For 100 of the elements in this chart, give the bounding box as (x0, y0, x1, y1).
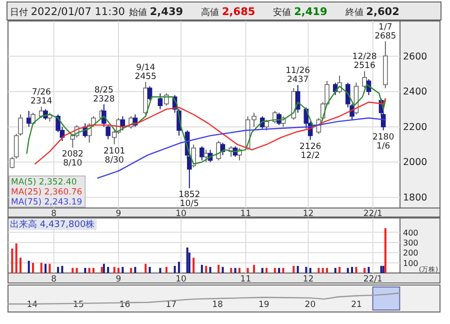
bar (384, 228, 386, 273)
bar (165, 266, 168, 273)
bar (282, 268, 284, 273)
bar (159, 268, 162, 273)
bar (278, 268, 280, 273)
bar (100, 266, 103, 273)
annotation: 1/7 2685 (374, 22, 396, 42)
x-tick-label: 12 (302, 209, 314, 219)
bar (230, 268, 232, 273)
text: 安値 2,419 (273, 6, 328, 18)
x-tick-label: 9 (116, 209, 122, 219)
text: 始値 2,439 (129, 6, 184, 18)
annotation: 8/25 2328 (93, 85, 115, 104)
bar (368, 266, 370, 273)
annotation: 2126 12/2 (300, 142, 322, 161)
text: 日付 2022/01/07 11:30 (10, 6, 125, 18)
bar (174, 266, 176, 273)
bar (309, 268, 312, 273)
y-tick-label: 2200 (403, 122, 428, 133)
bar (148, 266, 151, 273)
text: 高値 2,685 (201, 6, 256, 18)
bar (122, 266, 124, 273)
bar (144, 264, 147, 273)
x-tick-label: 12 (302, 274, 314, 284)
bar (238, 268, 240, 273)
annotation: 2101 8/30 (104, 146, 126, 166)
bar (40, 262, 42, 273)
annotation: 9/14 2455 (134, 62, 156, 82)
bar (15, 243, 18, 273)
bar (48, 264, 51, 273)
bar (28, 260, 30, 273)
bar (186, 248, 188, 273)
bar (296, 266, 299, 273)
bar (134, 266, 136, 273)
x-tick-label: 18 (212, 300, 223, 310)
candlestick (200, 146, 204, 161)
bar (338, 266, 341, 273)
y-tick-label: 2400 (403, 86, 428, 98)
bar (178, 262, 180, 273)
bar (192, 258, 195, 273)
bar (44, 264, 47, 273)
bar (274, 268, 276, 273)
x-tick-label: 22/1 (363, 274, 382, 284)
x-tick-label: 11 (240, 274, 252, 284)
bar (118, 268, 120, 273)
bar (72, 268, 74, 273)
x-tick-label: 20 (304, 300, 316, 310)
x-tick-label: 22/1 (363, 209, 382, 219)
x-tick-label: 9 (116, 274, 122, 284)
y-tick-label: 100 (403, 258, 418, 268)
y-tick-label: 300 (403, 238, 418, 248)
bar (253, 264, 256, 273)
bar (380, 266, 382, 273)
x-tick-label: 10 (176, 209, 186, 219)
x-tick-label: 11 (240, 209, 252, 219)
bar (88, 268, 90, 273)
bar (364, 268, 366, 273)
bar (20, 258, 22, 273)
candlestick (264, 119, 269, 131)
bar (222, 266, 224, 273)
bar (92, 268, 94, 273)
bar (61, 266, 64, 273)
bar (322, 268, 324, 273)
text: MA(25) 2,360.76 (11, 188, 82, 198)
bar (76, 268, 78, 273)
bar (261, 268, 264, 273)
bar (305, 266, 308, 273)
bar (57, 266, 60, 273)
bar (200, 264, 203, 273)
bar (318, 268, 320, 273)
annotation: 2082 8/10 (62, 150, 84, 169)
candlestick (216, 140, 221, 161)
annotation: 11/26 2437 (286, 66, 310, 86)
annotation: 7/26 2314 (30, 88, 52, 107)
bar (209, 266, 212, 273)
x-tick-label: 8 (51, 209, 57, 219)
bar (246, 268, 249, 273)
y-tick-label: 1800 (403, 192, 428, 204)
text: MA(5) 2,352.40 (11, 178, 77, 188)
bar (351, 266, 354, 273)
annotation: 12/28 2516 (352, 52, 377, 72)
bar (234, 268, 236, 273)
candlestick (158, 92, 163, 110)
bar (11, 248, 14, 273)
candlestick (362, 70, 367, 89)
bar (113, 266, 116, 273)
bar (107, 266, 110, 273)
y-tick-label: 400 (403, 228, 418, 238)
bar (102, 264, 105, 273)
x-tick-label: 19 (258, 300, 270, 310)
bar (205, 266, 208, 273)
bar (346, 268, 349, 273)
bar (266, 268, 268, 273)
bar (218, 264, 220, 273)
annotation: 出来高 4,437,800株 (10, 219, 95, 230)
bar (382, 266, 384, 273)
y-tick-label: 2000 (403, 157, 428, 168)
bar (355, 266, 358, 273)
bar (292, 266, 295, 273)
x-tick-label: 8 (51, 274, 57, 284)
